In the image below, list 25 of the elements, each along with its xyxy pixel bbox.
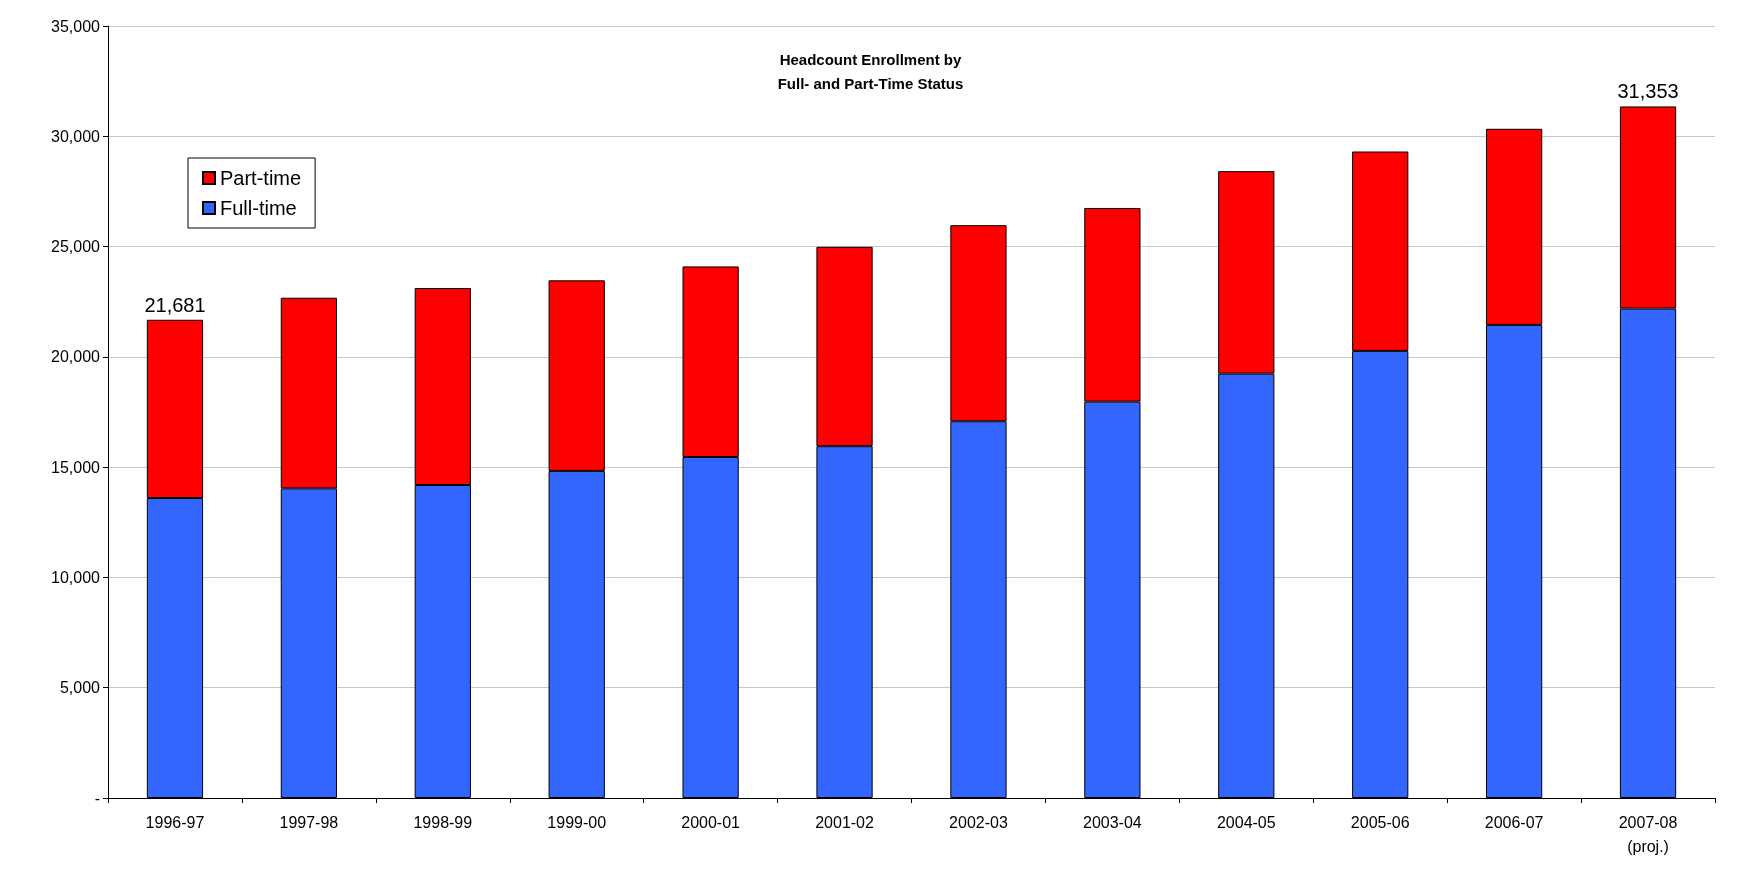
- y-tick-label: 10,000: [51, 568, 101, 586]
- x-tick-label: 2006-07: [1484, 813, 1544, 831]
- y-tick-label: 15,000: [51, 458, 101, 476]
- total-label: 21,681: [144, 293, 206, 316]
- x-tick-label: 1998-99: [413, 813, 473, 831]
- x-tick-label: 2005-06: [1350, 813, 1410, 831]
- x-tick-label: 2004-05: [1216, 813, 1276, 831]
- x-tick-label: 1999-00: [547, 813, 607, 831]
- y-tick-label: -: [94, 789, 100, 807]
- x-tick-label: 1996-97: [145, 813, 205, 831]
- x-tick-label: 2007-08 (proj.): [1618, 813, 1678, 855]
- x-tick-label: 2002-03: [949, 813, 1008, 831]
- total-label: 31,353: [1617, 80, 1679, 103]
- y-tick-label: 20,000: [51, 348, 101, 366]
- text: Headcount Enrollment by Full- and Part-Time Status: [777, 50, 964, 92]
- legend-label: Part-time: [220, 167, 302, 189]
- y-tick-label: 5,000: [59, 679, 101, 697]
- x-tick-label: 2001-02: [815, 813, 874, 831]
- y-tick-label: 25,000: [51, 238, 101, 256]
- x-tick-label: 2003-04: [1083, 813, 1142, 831]
- y-tick-label: 35,000: [51, 17, 101, 35]
- x-tick-label: 2000-01: [681, 813, 741, 831]
- legend-label: Full-time: [220, 197, 297, 219]
- y-tick-label: 30,000: [51, 127, 101, 145]
- x-tick-label: 1997-98: [279, 813, 339, 831]
